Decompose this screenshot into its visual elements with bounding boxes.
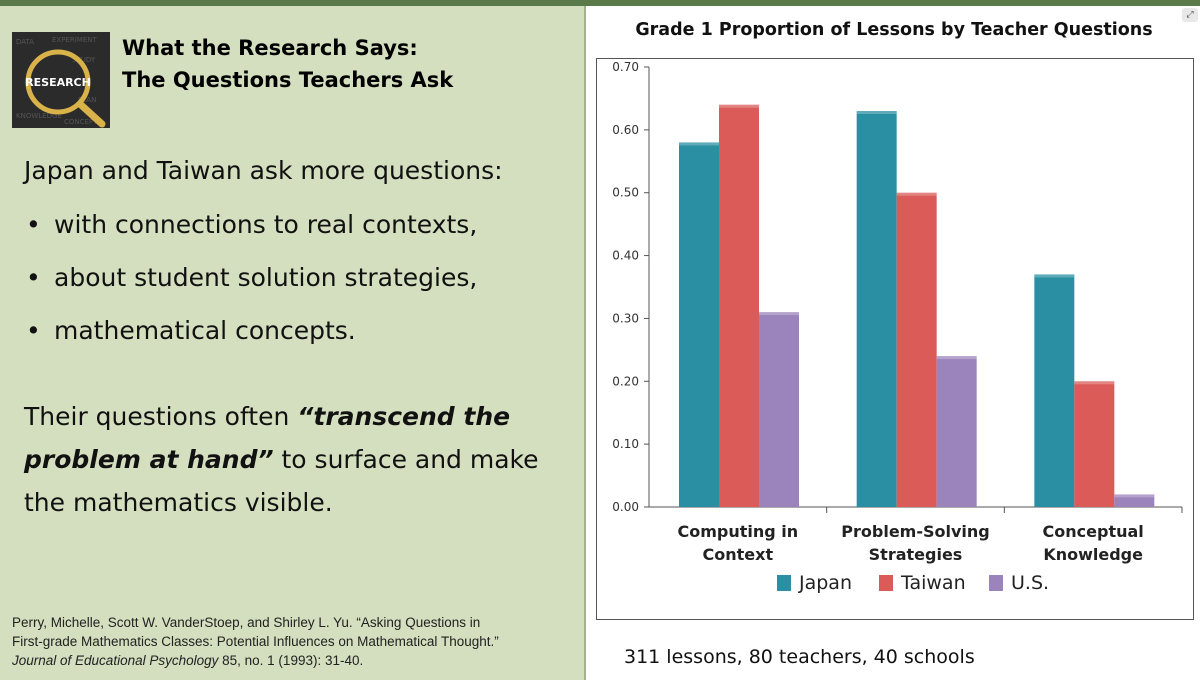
slide-heading: What the Research Says: The Questions Te… [122,32,453,96]
citation-line-2: First-grade Mathematics Classes: Potenti… [12,634,499,649]
citation-journal: Journal of Educational Psychology [12,653,219,668]
x-category-label: Knowledge [1043,545,1143,564]
bar-taiwan [896,192,937,507]
bar-japan [856,111,897,507]
svg-text:PLAN: PLAN [78,96,96,104]
y-tick-label: 0.20 [612,374,639,388]
sample-footnote: 311 lessons, 80 teachers, 40 schools [624,646,975,668]
bar-highlight [1034,274,1075,278]
x-category-label: Conceptual [1043,522,1144,541]
heading-line-2: The Questions Teachers Ask [122,68,454,92]
heading-line-1: What the Research Says: [122,36,418,60]
logo-text: RESEARCH [25,76,91,89]
svg-text:CONCEPT: CONCEPT [64,118,98,126]
y-tick-label: 0.00 [612,500,639,514]
bullet-text: with connections to real contexts, [54,210,478,239]
bar-us [936,356,977,507]
chart-panel: Grade 1 Proportion of Lessons by Teacher… [588,6,1200,680]
svg-text:DATA: DATA [16,38,34,46]
bullet-icon: • [26,316,41,345]
intro-text: Japan and Taiwan ask more questions: [24,156,503,185]
svg-text:KNOWLEDGE: KNOWLEDGE [16,112,62,120]
research-logo: DATA EXPERIMENT STUDY KNOWLEDGE CONCEPT PLA… [12,32,110,128]
top-border [0,0,1200,6]
y-tick-label: 0.40 [612,249,639,263]
bar-highlight [1114,494,1155,498]
bar-highlight [896,192,937,196]
quote-prefix: Their questions often [24,402,298,431]
citation-line-1: Perry, Michelle, Scott W. VanderStoep, a… [12,615,481,630]
bar-japan [679,142,719,507]
quote-paragraph: Their questions often “transcend the pro… [24,395,584,524]
bar-highlight [679,142,719,146]
svg-text:EXPERIMENT: EXPERIMENT [52,36,97,44]
bullet-item: • about student solution strategies, [26,259,477,312]
bullet-icon: • [26,263,41,292]
bullet-text: about student solution strategies, [54,263,478,292]
bar-us [759,312,799,507]
citation-rest: 85, no. 1 (1993): 31-40. [218,653,364,668]
quote-suffix: to surface and make the mathematics visi… [24,445,539,517]
bullet-item: • mathematical concepts. [26,312,477,365]
y-tick-label: 0.70 [612,60,639,74]
y-tick-label: 0.60 [612,123,639,137]
bar-taiwan [719,104,759,507]
citation: Perry, Michelle, Scott W. VanderStoep, a… [12,613,582,670]
x-category-label: Computing in [677,522,798,541]
svg-text:STUDY: STUDY [72,56,96,64]
bar-us [1114,494,1155,507]
legend-swatch [989,575,1003,591]
y-tick-label: 0.10 [612,437,639,451]
x-category-label: Problem-Solving [841,522,989,541]
citation-line-3: Journal of Educational Psychology 85, no… [12,651,582,670]
bullet-text: mathematical concepts. [54,316,356,345]
bullet-item: • with connections to real contexts, [26,206,477,259]
legend-label: U.S. [1011,572,1049,594]
x-category-label: Strategies [869,545,963,564]
bar-highlight [936,356,977,360]
bar-highlight [856,111,897,114]
legend-swatch [777,575,791,591]
y-tick-label: 0.50 [612,186,639,200]
legend-label: Japan [798,572,852,594]
bar-highlight [1074,381,1115,385]
bar-chart: 0.00 0.10 0.20 0.30 0.40 0.50 0.60 0.70 Computin… [612,60,1183,594]
bullet-list: • with connections to real contexts, • abo… [26,206,477,365]
text-panel: DATA EXPERIMENT STUDY KNOWLEDGE CONCEPT PLA… [0,6,586,680]
y-tick-label: 0.30 [612,311,639,325]
bar-japan [1034,274,1075,507]
bullet-icon: • [26,210,41,239]
chart-frame: 0.00 0.10 0.20 0.30 0.40 0.50 0.60 0.70 Computin… [596,58,1194,620]
legend-swatch [879,575,893,591]
x-category-label: Context [703,545,774,564]
bar-taiwan [1074,381,1115,507]
bar-highlight [759,312,799,316]
bar-highlight [719,104,759,108]
legend-label: Taiwan [900,572,966,594]
expand-icon[interactable]: ⤢ [1182,8,1198,22]
chart-title: Grade 1 Proportion of Lessons by Teacher… [635,20,1153,40]
quote-emphasis: “transcend the problem at hand” [24,402,511,474]
